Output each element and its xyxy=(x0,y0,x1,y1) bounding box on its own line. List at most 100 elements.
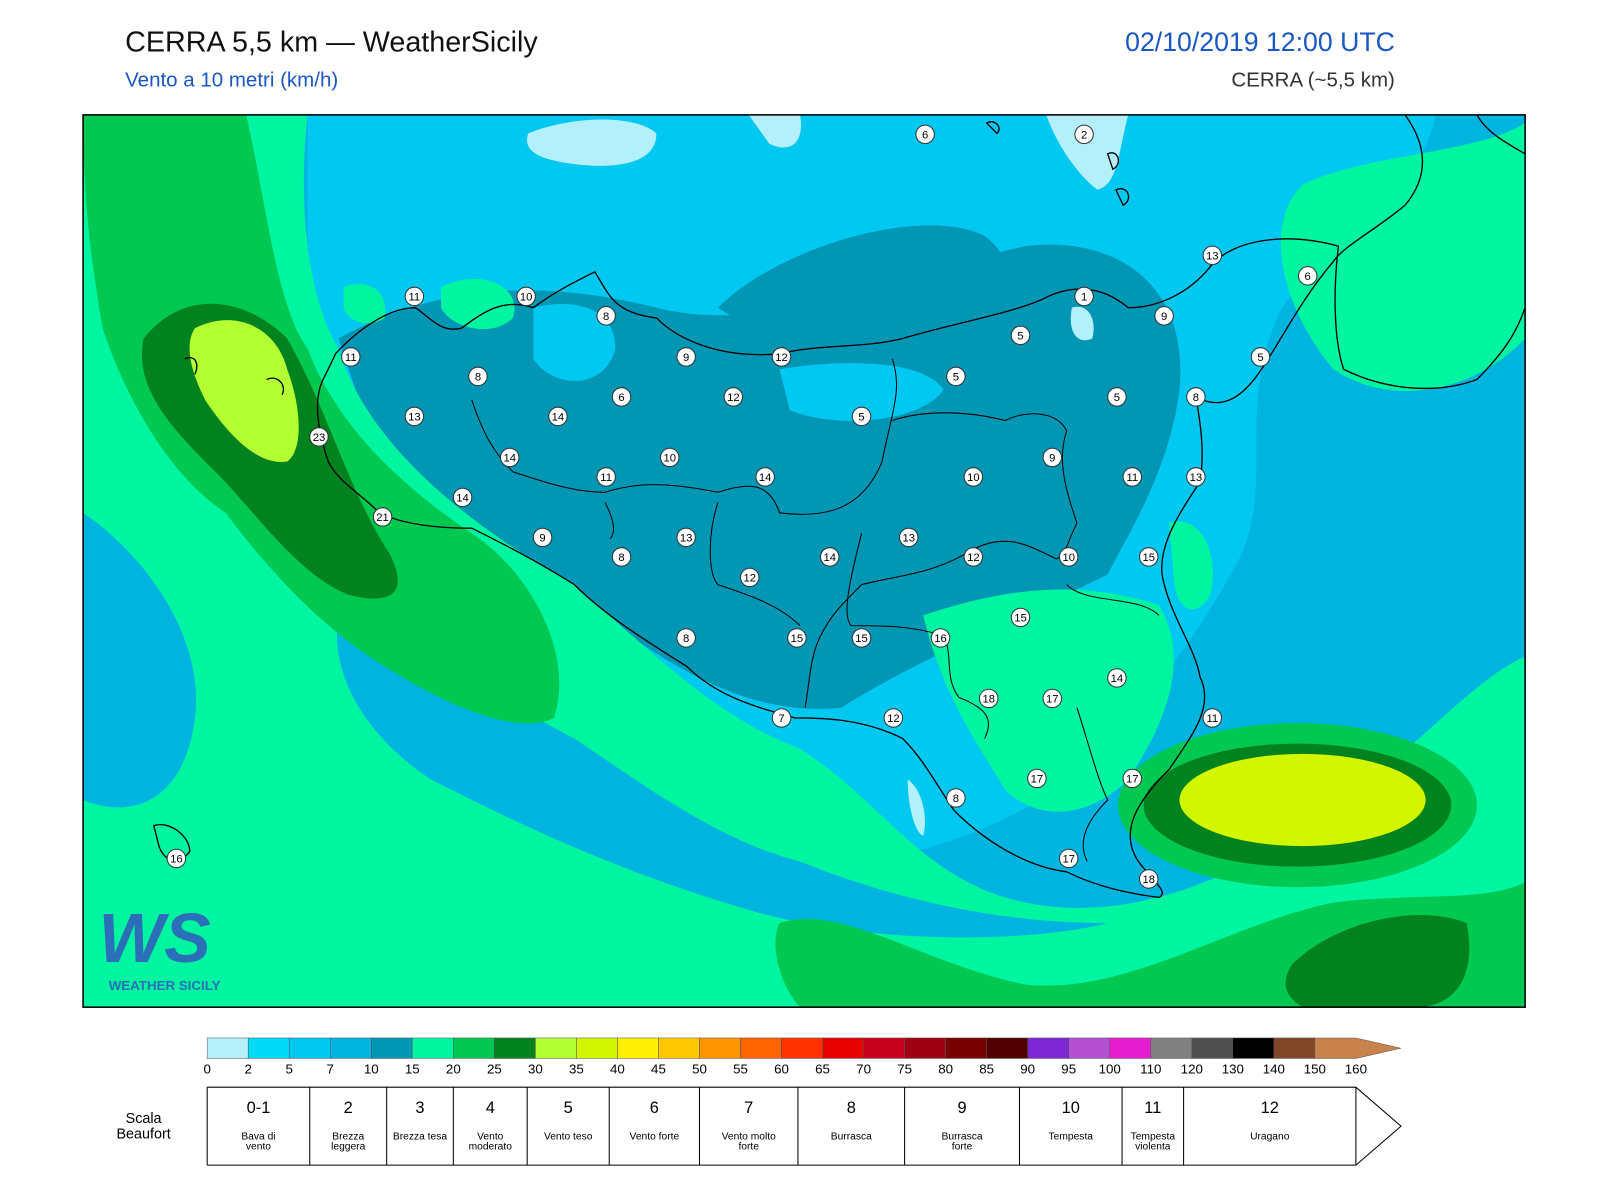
colorbar-segment xyxy=(453,1037,495,1059)
station-value: 8 xyxy=(953,793,959,805)
station-marker xyxy=(1058,848,1079,869)
coastlines xyxy=(153,114,1526,899)
station-value: 8 xyxy=(1193,392,1199,404)
colorbar-segment xyxy=(781,1037,823,1059)
colorbar-tick-label: 40 xyxy=(610,1061,625,1076)
station-marker xyxy=(851,628,872,648)
station-marker xyxy=(1297,266,1318,286)
station-value: 5 xyxy=(1114,392,1120,404)
beaufort-cell: 12 Uragano xyxy=(1184,1087,1356,1165)
station-value: 17 xyxy=(1126,773,1139,785)
station-marker xyxy=(404,286,425,307)
logo-letters: WS xyxy=(98,899,210,977)
station-value: 11 xyxy=(409,291,421,303)
colorbar-segment xyxy=(1150,1037,1193,1059)
station-value: 18 xyxy=(982,693,995,705)
station-value: 12 xyxy=(967,552,980,564)
station-value: 2 xyxy=(1081,129,1087,141)
station-value: 1 xyxy=(1081,291,1087,303)
colorbar-tick-label: 5 xyxy=(286,1061,293,1076)
station-marker xyxy=(166,848,187,869)
colorbar-segment xyxy=(1109,1037,1152,1059)
colorbar-tick-label: 45 xyxy=(651,1061,666,1076)
station-value: 6 xyxy=(618,392,624,404)
station-value: 14 xyxy=(552,411,565,423)
colorbar-segment xyxy=(904,1037,946,1059)
station-value: 10 xyxy=(663,452,676,464)
colorbar-segment xyxy=(288,1037,331,1059)
station-value: 18 xyxy=(1142,874,1155,886)
station-value: 17 xyxy=(1031,773,1044,785)
station-marker xyxy=(723,387,744,407)
station-value: 9 xyxy=(683,352,689,364)
beaufort-cell: 11 Tempesta violenta xyxy=(1122,1087,1184,1165)
station-marker xyxy=(1138,869,1159,889)
colorbar-segment xyxy=(371,1037,413,1059)
station-value: 8 xyxy=(475,371,481,383)
station-value: 10 xyxy=(1062,552,1075,564)
beaufort-force: 11 xyxy=(1144,1099,1162,1117)
station-value: 15 xyxy=(1142,552,1155,564)
station-marker xyxy=(468,366,488,387)
station-value: 14 xyxy=(759,472,772,484)
beaufort-cell: 0-1 Bava di vento xyxy=(207,1087,310,1165)
station-marker xyxy=(883,708,904,728)
station-value: 11 xyxy=(600,472,612,484)
colorbar-segment xyxy=(535,1037,577,1059)
colorbar-tick-label: 15 xyxy=(405,1061,420,1076)
colorbar-segment xyxy=(822,1037,864,1059)
station-value: 9 xyxy=(1161,311,1167,323)
station-marker xyxy=(963,547,984,567)
station-marker xyxy=(1010,607,1031,628)
station-marker xyxy=(676,628,696,648)
colorbar-tick-label: 70 xyxy=(856,1061,871,1076)
beaufort-cell: 2 Brezza leggera xyxy=(310,1087,387,1165)
beaufort-label: Vento forte xyxy=(629,1131,680,1143)
station-marker xyxy=(404,406,425,427)
station-marker xyxy=(787,628,807,648)
station-marker xyxy=(1138,547,1159,567)
station-marker xyxy=(819,547,840,567)
station-value: 6 xyxy=(922,129,928,141)
beaufort-force: 10 xyxy=(1061,1099,1080,1117)
station-value: 12 xyxy=(775,352,788,364)
station-value: 12 xyxy=(743,572,756,584)
station-marker xyxy=(659,447,680,468)
station-value: 8 xyxy=(618,552,624,564)
beaufort-label: Brezza leggera xyxy=(331,1131,366,1153)
beaufort-cell: 5 Vento teso xyxy=(527,1087,609,1165)
station-value: 10 xyxy=(520,291,533,303)
station-value: 13 xyxy=(680,532,693,544)
station-marker xyxy=(1186,467,1206,487)
station-marker xyxy=(611,387,632,407)
station-value: 13 xyxy=(1190,472,1203,484)
station-marker xyxy=(1122,768,1143,789)
station-marker xyxy=(755,467,775,487)
beaufort-boxes xyxy=(206,1086,1402,1166)
colorbar-segment xyxy=(1232,1037,1275,1059)
colorbar-segment xyxy=(863,1037,905,1059)
colorbar-tick-label: 120 xyxy=(1181,1061,1203,1076)
station-marker xyxy=(1042,447,1063,468)
colorbar-tick-label: 35 xyxy=(569,1061,584,1076)
beaufort-label: Brezza tesa xyxy=(392,1131,448,1143)
station-marker xyxy=(516,286,536,307)
station-marker xyxy=(930,628,951,648)
beaufort-label: Vento teso xyxy=(543,1131,593,1143)
station-value: 11 xyxy=(1206,713,1218,725)
station-value: 5 xyxy=(1017,330,1023,342)
station-value: 14 xyxy=(1111,673,1124,685)
colorbar-segment xyxy=(1314,1037,1402,1059)
station-marker xyxy=(1107,387,1127,407)
colorbar-segment xyxy=(617,1037,659,1059)
logo-text: WEATHER SICILY xyxy=(109,978,221,993)
colorbar-tick-label: 65 xyxy=(815,1061,830,1076)
station-marker xyxy=(771,347,792,367)
station-value: 12 xyxy=(727,392,740,404)
station-value: 5 xyxy=(858,411,864,423)
station-marker xyxy=(1042,688,1063,709)
station-value: 8 xyxy=(683,633,689,645)
colorbar-segment xyxy=(740,1037,782,1059)
station-value: 9 xyxy=(539,532,545,544)
